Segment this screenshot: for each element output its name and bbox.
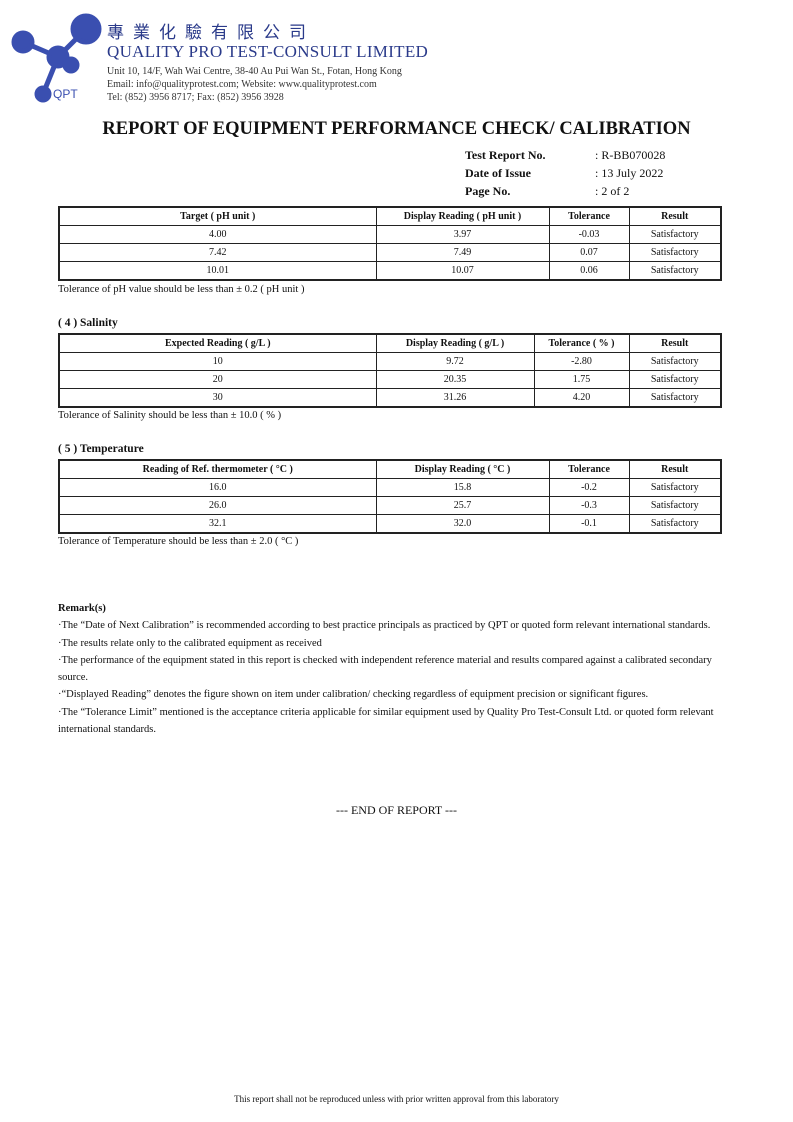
table-cell: 32.1 [58,514,377,534]
phone-fax: Tel: (852) 3956 8717; Fax: (852) 3956 39… [107,92,284,103]
table-row: 30 31.26 4.20 Satisfactory [58,388,722,408]
table-cell: 16.0 [58,478,377,497]
table-cell: 0.07 [548,243,630,262]
table-row: 16.0 15.8 -0.2 Satisfactory [58,478,722,497]
address: Unit 10, 14/F, Wah Wai Centre, 38-40 Au … [107,66,402,77]
table-cell: 10 [58,352,377,371]
footer-disclaimer: This report shall not be reproduced unle… [234,1094,559,1104]
header-row: Reading of Ref. thermometer ( °C ) Displa… [58,459,722,479]
header-row: Target ( pH unit ) Display Reading ( pH u… [58,206,722,226]
company-name: QUALITY PRO TEST-CONSULT LIMITED [107,42,429,61]
column-header: Target ( pH unit ) [58,206,377,226]
temperature-note: Tolerance of Temperature should be less … [58,536,299,547]
table-cell: 20 [58,370,377,389]
table-cell: Satisfactory [628,514,722,534]
email-website: Email: info@qualityprotest.com; Website:… [107,79,377,90]
table-row: 32.1 32.0 -0.1 Satisfactory [58,514,722,534]
column-header: Result [628,206,722,226]
header-row: Expected Reading ( g/L ) Display Reading … [58,333,722,353]
column-header: Reading of Ref. thermometer ( °C ) [58,459,377,479]
table-cell: Satisfactory [628,496,722,515]
meta-report-no: Test Report No.: R-BB070028 [465,148,666,162]
table-cell: 10.01 [58,261,377,281]
column-header: Display Reading ( pH unit ) [375,206,550,226]
table-cell: 25.7 [375,496,550,515]
column-header: Tolerance [548,459,630,479]
column-header: Display Reading ( °C ) [375,459,550,479]
table-row: 26.0 25.7 -0.3 Satisfactory [58,496,722,515]
column-header: Display Reading ( g/L ) [375,333,535,353]
table-row: 7.42 7.49 0.07 Satisfactory [58,243,722,262]
table-cell: 3.97 [375,225,550,244]
temperature-heading: ( 5 ) Temperature [58,443,144,455]
column-header: Expected Reading ( g/L ) [58,333,377,353]
salinity-heading: ( 4 ) Salinity [58,317,118,329]
table-row: 10.01 10.07 0.06 Satisfactory [58,261,722,281]
svg-text:QPT: QPT [53,87,78,101]
temperature-table: Reading of Ref. thermometer ( °C ) Displa… [58,459,722,534]
table-row: 4.00 3.97 -0.03 Satisfactory [58,225,722,244]
table-cell: 20.35 [375,370,535,389]
table-cell: Satisfactory [628,370,722,389]
table-cell: 0.06 [548,261,630,281]
meta-page: Page No.: 2 of 2 [465,184,630,198]
table-cell: -0.1 [548,514,630,534]
remark-item: ·“Displayed Reading” denotes the figure … [58,689,649,701]
column-header: Tolerance [548,206,630,226]
table-cell: Satisfactory [628,478,722,497]
ph-table: Target ( pH unit ) Display Reading ( pH u… [58,206,722,281]
table-cell: -0.03 [548,225,630,244]
table-cell: Satisfactory [628,261,722,281]
remarks: Remark(s) ·The “Date of Next Calibration… [58,600,738,738]
table-cell: 31.26 [375,388,535,408]
table-cell: 10.07 [375,261,550,281]
table-cell: 9.72 [375,352,535,371]
column-header: Tolerance ( % ) [533,333,630,353]
salinity-note: Tolerance of Salinity should be less tha… [58,410,282,421]
table-row: 10 9.72 -2.80 Satisfactory [58,352,722,371]
table-cell: Satisfactory [628,388,722,408]
table-cell: 30 [58,388,377,408]
table-cell: -0.2 [548,478,630,497]
table-cell: -2.80 [533,352,630,371]
ph-note: Tolerance of pH value should be less tha… [58,284,305,295]
table-cell: Satisfactory [628,225,722,244]
report-title: REPORT OF EQUIPMENT PERFORMANCE CHECK/ C… [102,119,691,139]
remark-item: ·The “Date of Next Calibration” is recom… [58,620,711,632]
meta-date: Date of Issue: 13 July 2022 [465,166,664,180]
table-cell: 1.75 [533,370,630,389]
table-cell: 7.49 [375,243,550,262]
column-header: Result [628,333,722,353]
table-cell: 7.42 [58,243,377,262]
salinity-table: Expected Reading ( g/L ) Display Reading … [58,333,722,408]
column-header: Result [628,459,722,479]
table-cell: 4.00 [58,225,377,244]
company-chinese-name: 專業化驗有限公司 [107,23,315,42]
end-of-report: --- END OF REPORT --- [335,803,458,817]
remark-item: ·The “Tolerance Limit” mentioned is the … [58,706,714,736]
remark-item: ·The results relate only to the calibrat… [58,637,322,649]
table-cell: 15.8 [375,478,550,497]
table-cell: Satisfactory [628,352,722,371]
table-row: 20 20.35 1.75 Satisfactory [58,370,722,389]
table-cell: 4.20 [533,388,630,408]
qpt-logo: QPT [11,13,102,103]
table-cell: -0.3 [548,496,630,515]
table-cell: 26.0 [58,496,377,515]
table-cell: Satisfactory [628,243,722,262]
remarks-heading: Remark(s) [58,603,106,614]
remark-item: ·The performance of the equipment stated… [58,654,712,684]
table-cell: 32.0 [375,514,550,534]
